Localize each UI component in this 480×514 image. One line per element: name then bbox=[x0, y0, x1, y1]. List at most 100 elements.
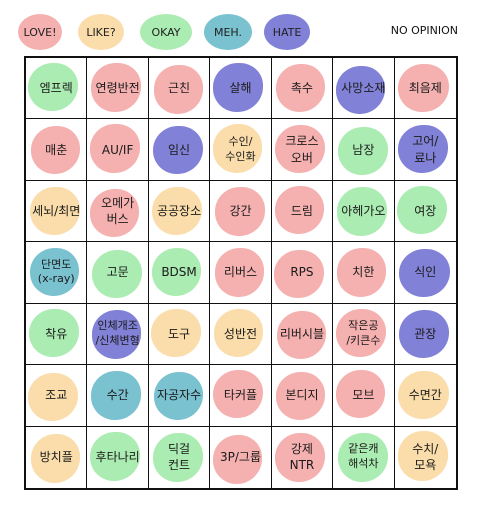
rating-blob bbox=[29, 247, 80, 297]
grid-cell[interactable]: 오메가 버스 bbox=[87, 180, 149, 243]
grid-cell[interactable]: 도구 bbox=[148, 303, 211, 366]
grid-cell[interactable]: 리버스 bbox=[210, 242, 272, 304]
rating-blob bbox=[28, 372, 78, 422]
like-swatch bbox=[78, 14, 124, 50]
grid-cell[interactable]: 수간 bbox=[87, 365, 149, 427]
grid-cell[interactable]: 고문 bbox=[87, 242, 149, 304]
cell-label: 착유 bbox=[45, 326, 68, 341]
grid-cell[interactable]: 수치/ 모욕 bbox=[395, 427, 456, 488]
rating-blob bbox=[214, 248, 265, 297]
legend-no-opinion: NO OPINION bbox=[390, 24, 458, 37]
rating-blob bbox=[399, 248, 450, 298]
rating-blob bbox=[153, 371, 204, 421]
grid-cell[interactable]: 근친 bbox=[148, 58, 211, 120]
grid-cell[interactable]: 딕걸 컨트 bbox=[149, 426, 211, 488]
grid-cell[interactable]: 크로스 오버 bbox=[271, 119, 334, 181]
cell-label: 수간 bbox=[106, 388, 129, 403]
grid-cell[interactable]: 최음제 bbox=[394, 58, 456, 120]
grid-cell[interactable]: 모브 bbox=[333, 365, 395, 427]
cell-label: 성반전 bbox=[223, 326, 258, 341]
grid-cell[interactable]: 식인 bbox=[394, 242, 456, 304]
cell-label: 여장 bbox=[414, 203, 437, 218]
cell-label: 수인/ 수인화 bbox=[225, 134, 256, 163]
grid-cell[interactable]: 여장 bbox=[394, 181, 456, 243]
rating-blob bbox=[275, 124, 325, 174]
grid-cell[interactable]: 세뇌/최면 bbox=[26, 180, 88, 243]
cell-label: 식인 bbox=[414, 265, 437, 280]
cell-label: 엠프렉 bbox=[39, 81, 73, 96]
cell-label: 수면간 bbox=[408, 388, 442, 403]
grid-cell[interactable]: AU/IF bbox=[87, 119, 149, 181]
grid-cell[interactable]: 착유 bbox=[26, 303, 88, 366]
grid-cell[interactable]: 성반전 bbox=[210, 303, 272, 366]
cell-label: 근친 bbox=[168, 81, 191, 96]
grid-cell[interactable]: 살해 bbox=[210, 58, 272, 120]
rating-blob bbox=[91, 63, 141, 112]
grid-cell[interactable]: 사망소재 bbox=[333, 58, 395, 120]
grid-cell[interactable]: 관장 bbox=[394, 304, 456, 366]
grid-cell[interactable]: 연령반전 bbox=[87, 58, 149, 120]
cell-label: 수치/ 모욕 bbox=[412, 442, 439, 473]
grid-cell[interactable]: 임신 bbox=[148, 119, 211, 181]
grid-cell[interactable]: 같은캐 해석차 bbox=[333, 426, 395, 488]
cell-label: 최음제 bbox=[408, 81, 442, 96]
cell-label: RPS bbox=[290, 265, 314, 280]
rating-blob bbox=[337, 187, 387, 236]
grid-cell[interactable]: 본디지 bbox=[271, 365, 334, 427]
rating-blob bbox=[90, 432, 140, 482]
grid-cell[interactable]: 강간 bbox=[210, 180, 272, 243]
grid-cell[interactable]: 공공장소 bbox=[148, 180, 211, 243]
grid-cell[interactable]: 후타나리 bbox=[87, 426, 149, 488]
cell-label: 딕걸 컨트 bbox=[168, 442, 191, 473]
rating-blob bbox=[275, 64, 326, 113]
grid-cell[interactable]: 남장 bbox=[333, 119, 395, 181]
rating-blob bbox=[398, 370, 449, 419]
cell-label: 본디지 bbox=[285, 388, 319, 403]
cell-label: 크로스 오버 bbox=[285, 134, 319, 165]
rating-blob bbox=[275, 432, 325, 482]
cell-label: 연령반전 bbox=[95, 81, 140, 96]
cell-label: 3P/그룹 bbox=[219, 450, 261, 465]
cell-label: 세뇌/최면 bbox=[32, 203, 81, 218]
grid-cell[interactable]: 강제 NTR bbox=[272, 426, 334, 488]
cell-label: 아헤가오 bbox=[341, 203, 386, 218]
grid-cell[interactable]: 조교 bbox=[26, 365, 88, 427]
grid-cell[interactable]: RPS bbox=[271, 242, 334, 304]
cell-label: 관장 bbox=[414, 326, 437, 341]
grid-cell[interactable]: 방치플 bbox=[26, 426, 88, 488]
cell-label: 드림 bbox=[290, 203, 313, 218]
rating-blob bbox=[397, 185, 448, 235]
rating-blob bbox=[92, 249, 142, 298]
grid-cell[interactable]: 타커플 bbox=[210, 365, 272, 427]
grid-cell[interactable]: 촉수 bbox=[271, 58, 334, 120]
rating-blob bbox=[91, 371, 141, 420]
grid-cell[interactable]: 인체개조 /신체변형 bbox=[87, 303, 149, 366]
rating-blob bbox=[153, 65, 204, 114]
grid-cell[interactable]: 매춘 bbox=[26, 119, 88, 181]
cell-label: 살해 bbox=[229, 81, 252, 96]
cell-label: 단면도 (x-ray) bbox=[37, 257, 75, 286]
grid-cell[interactable]: 작은공 /키큰수 bbox=[333, 303, 395, 366]
grid-cell[interactable]: 엠프렉 bbox=[26, 58, 88, 120]
grid-cell[interactable]: 3P/그룹 bbox=[210, 426, 272, 488]
cell-label: 자공자수 bbox=[156, 388, 202, 403]
grid-cell[interactable]: 수면간 bbox=[394, 365, 456, 427]
rating-blob bbox=[151, 308, 201, 357]
grid-cell[interactable]: 드림 bbox=[271, 180, 334, 243]
grid-cell[interactable]: 리버시블 bbox=[271, 303, 334, 366]
rating-blob bbox=[398, 309, 450, 359]
rating-blob bbox=[215, 187, 265, 236]
grid-cell[interactable]: 자공자수 bbox=[148, 365, 211, 427]
grid-cell[interactable]: 단면도 (x-ray) bbox=[26, 242, 88, 304]
grid-cell[interactable]: 수인/ 수인화 bbox=[210, 119, 272, 181]
cell-label: 남장 bbox=[352, 142, 375, 157]
grid-cell[interactable]: 치한 bbox=[333, 242, 395, 304]
grid-cell[interactable]: BDSM bbox=[148, 242, 211, 304]
grid-cell[interactable]: 아헤가오 bbox=[333, 180, 395, 243]
legend-like: LIKE? bbox=[78, 14, 124, 50]
cell-label: 리버스 bbox=[223, 265, 258, 280]
rating-blob bbox=[152, 186, 203, 236]
grid-cell[interactable]: 고어/ 료나 bbox=[394, 119, 456, 181]
cell-label: 치한 bbox=[352, 265, 375, 280]
